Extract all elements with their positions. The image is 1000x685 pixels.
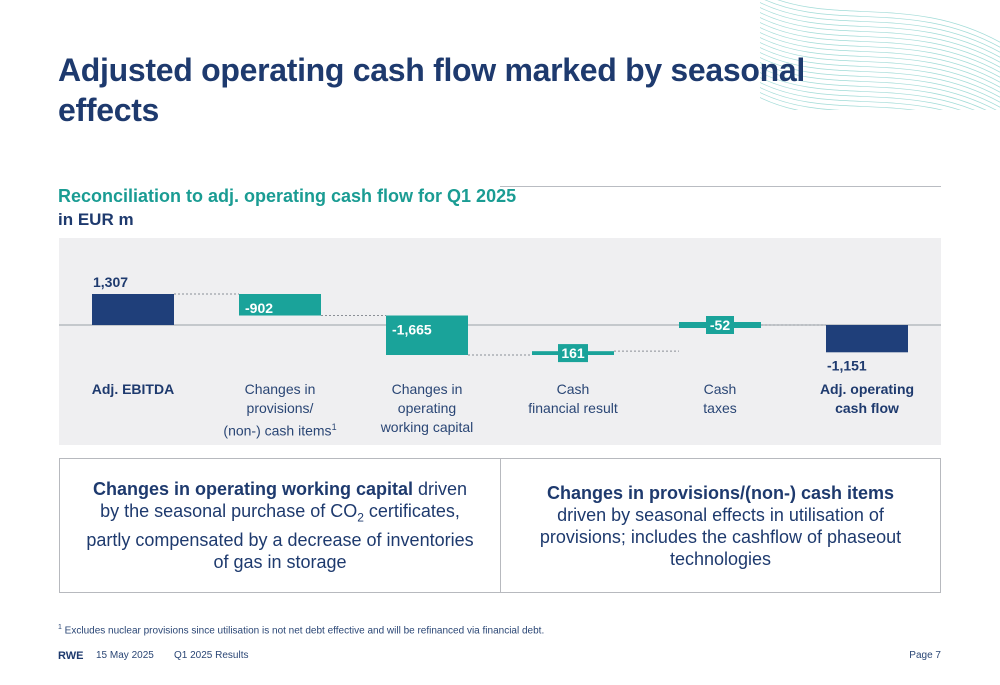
category-label: Cash taxes xyxy=(645,380,795,418)
info-box-right-text: driven by seasonal effects in utilisatio… xyxy=(539,504,902,569)
bar-5 xyxy=(826,325,908,353)
info-box-left-bold: Changes in operating working capital xyxy=(92,479,413,500)
info-box-left-text2: certificates, partly compensated by a de… xyxy=(86,501,474,572)
info-box-working-capital: Changes in operating working capital dri… xyxy=(59,458,501,593)
category-label: Changes in provisions/ (non-) cash items1 xyxy=(205,380,355,441)
category-label-line: Cash xyxy=(556,381,590,397)
category-label-line: Changes in xyxy=(244,381,316,397)
unit-label: in EUR m xyxy=(58,210,134,229)
data-label: -1,151 xyxy=(827,357,867,373)
footer-date: 15 May 2025 xyxy=(96,650,154,661)
wave-line xyxy=(777,0,1000,43)
category-label-line: Cash xyxy=(703,381,737,397)
category-label-line: Changes in xyxy=(391,381,463,397)
footnote-text: Excludes nuclear provisions since utilis… xyxy=(61,625,545,637)
info-box-right-bold: Changes in provisions/(non-) cash items xyxy=(546,482,895,503)
bar-2 xyxy=(386,315,468,356)
category-label-line: (non-) cash items1 xyxy=(223,422,337,439)
wave-line xyxy=(760,11,1000,63)
wave-line xyxy=(760,51,1000,103)
wave-line xyxy=(760,16,1000,68)
info-box-left-text1: driven by the seasonal purchase of CO xyxy=(100,479,468,522)
data-label: -1,665 xyxy=(392,322,432,338)
category-label-line: taxes xyxy=(703,400,737,416)
category-label: Adj. EBITDA xyxy=(58,380,208,399)
category-label: Adj. operating cash flow xyxy=(792,380,942,418)
wave-line xyxy=(760,6,1000,58)
wave-line xyxy=(760,71,975,110)
waterfall-chart: 1,307 -902 -1,665 161 -52 -1,151 xyxy=(59,274,941,373)
info-box-provisions: Changes in provisions/(non-) cash items … xyxy=(500,458,941,593)
footnote: 1 Excludes nuclear provisions since util… xyxy=(58,624,544,636)
category-label: Cash financial result xyxy=(498,380,648,418)
wave-line xyxy=(760,46,1000,98)
wave-line xyxy=(760,81,943,110)
wave-line xyxy=(764,0,1000,48)
footnote-reference: 1 xyxy=(331,422,337,432)
wave-line xyxy=(760,41,1000,93)
category-label-line: cash flow xyxy=(835,400,899,416)
chart-subtitle: Reconciliation to adj. operating cash fl… xyxy=(58,186,517,206)
wave-line xyxy=(760,31,1000,83)
bar-0 xyxy=(92,294,174,325)
wave-line xyxy=(760,96,799,110)
category-label-line: operating xyxy=(397,400,457,416)
category-label-line: Adj. operating xyxy=(819,381,915,397)
category-label-line: financial result xyxy=(528,400,618,416)
footnote-mark: 1 xyxy=(58,624,62,631)
category-label-line: working capital xyxy=(380,419,474,435)
category-label-line: Adj. EBITDA xyxy=(91,381,175,397)
data-label: 1,307 xyxy=(93,274,128,290)
wave-line xyxy=(760,1,1000,53)
wave-line xyxy=(760,21,1000,73)
bar-1 xyxy=(239,294,321,316)
category-label-line: provisions/ xyxy=(246,400,314,416)
wave-line xyxy=(760,91,841,110)
data-label: -902 xyxy=(245,300,273,316)
page-number: Page 7 xyxy=(909,650,941,661)
wave-line xyxy=(760,26,1000,78)
page-title: Adjusted operating cash flow marked by s… xyxy=(58,52,805,128)
rwe-logo: RWE xyxy=(58,650,84,662)
info-box-left-sub: 2 xyxy=(357,510,364,525)
wave-line xyxy=(760,66,987,110)
label-chip xyxy=(558,344,588,363)
category-label: Changes in operating working capital xyxy=(352,380,502,437)
wave-line xyxy=(760,61,997,110)
chart-background xyxy=(59,238,941,445)
wave-line xyxy=(760,86,916,110)
wave-line xyxy=(760,36,1000,88)
wave-line xyxy=(760,76,961,110)
header-rule xyxy=(500,186,941,187)
data-label: -52 xyxy=(710,317,730,333)
data-label: 161 xyxy=(561,345,585,361)
footer-doc-title: Q1 2025 Results xyxy=(174,650,249,661)
wave-lines-decoration xyxy=(760,0,1000,110)
label-chip xyxy=(706,316,734,334)
wave-line xyxy=(760,56,1000,108)
